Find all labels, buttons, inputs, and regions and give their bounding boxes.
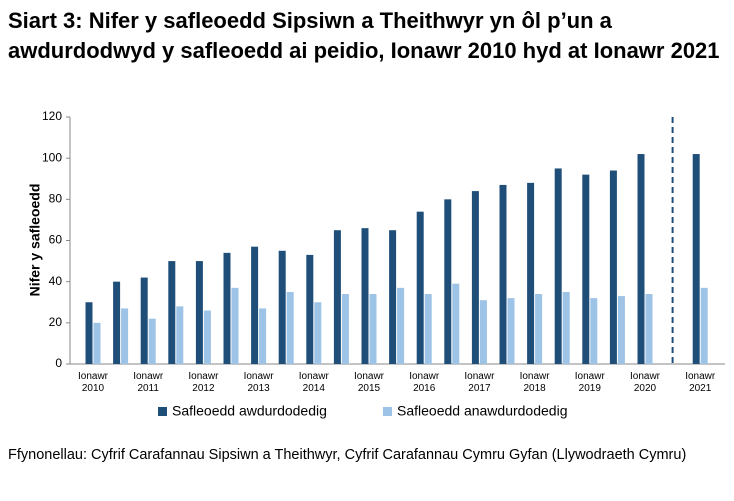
- legend-label: Safleoedd anawdurdodedig: [397, 403, 567, 419]
- y-axis-label: Nifer y safleoedd: [27, 184, 43, 297]
- bar: [424, 294, 432, 364]
- chart: Nifer y safleoedd 0 20 40 60 80 100 120 Ionawr 2…: [27, 109, 725, 419]
- bar: [609, 170, 617, 364]
- bar: [369, 294, 377, 364]
- bar: [499, 184, 507, 364]
- bar: [176, 306, 184, 364]
- y-tick-label: 120: [42, 109, 62, 123]
- bar: [168, 261, 176, 364]
- bar: [507, 298, 515, 364]
- y-tick-label: 100: [42, 150, 62, 164]
- bar: [535, 294, 543, 364]
- x-tick-label: Ionawr 2013: [244, 371, 275, 394]
- bar: [479, 300, 487, 364]
- bar: [361, 228, 369, 364]
- x-tick-label: Ionawr 2014: [299, 371, 330, 394]
- x-tick-label: Ionawr 2015: [354, 371, 385, 394]
- bar: [416, 211, 424, 364]
- bar: [637, 154, 645, 364]
- bar: [203, 310, 211, 364]
- bar: [341, 294, 349, 364]
- y-tick-label: 40: [49, 274, 63, 288]
- y-tick-label: 60: [49, 233, 63, 247]
- bar: [140, 277, 148, 364]
- bar: [562, 291, 570, 364]
- legend-swatch: [383, 407, 392, 416]
- chart-title: Siart 3: Nifer y safleoedd Sipsiwn a The…: [8, 8, 720, 63]
- bar: [397, 287, 405, 364]
- x-tick-label: Ionawr 2018: [520, 371, 551, 394]
- x-tick-label: Ionawr 2011: [133, 371, 164, 394]
- bar: [306, 254, 314, 364]
- bar: [85, 302, 93, 364]
- bar: [121, 308, 129, 364]
- bar: [582, 174, 590, 364]
- bar: [590, 298, 598, 364]
- x-tick-label: Ionawr 2017: [464, 371, 495, 394]
- bar: [223, 252, 231, 364]
- bar: [452, 283, 460, 364]
- bar: [471, 191, 479, 364]
- bar: [645, 294, 653, 364]
- bar: [231, 287, 239, 364]
- x-tick-label: Ionawr 2020: [630, 371, 661, 394]
- bar: [554, 168, 562, 364]
- x-tick-label: Ionawr 2012: [188, 371, 219, 394]
- bar: [314, 302, 322, 364]
- bar: [617, 296, 625, 364]
- y-tick-label: 0: [55, 356, 62, 370]
- bar: [333, 230, 341, 364]
- x-tick-label: Ionawr 2019: [575, 371, 606, 394]
- bar: [113, 281, 121, 364]
- bar: [389, 230, 397, 364]
- legend-label: Safleoedd awdurdodedig: [172, 403, 327, 419]
- x-tick-label: Ionawr 2021: [685, 371, 716, 394]
- bar: [700, 287, 708, 364]
- y-tick-label: 20: [49, 315, 63, 329]
- bar: [527, 182, 535, 364]
- x-tick-label: Ionawr 2016: [409, 371, 440, 394]
- bar: [444, 199, 452, 364]
- bar: [93, 322, 101, 364]
- source-note: Ffynonellau: Cyfrif Carafannau Sipsiwn a…: [8, 447, 687, 463]
- bar: [259, 308, 267, 364]
- bar: [692, 154, 700, 364]
- bar: [148, 318, 156, 364]
- bar: [278, 250, 286, 364]
- legend-swatch: [158, 407, 167, 416]
- bar: [195, 261, 203, 364]
- y-tick-label: 80: [49, 192, 63, 206]
- bar: [251, 246, 259, 364]
- x-tick-label: Ionawr 2010: [78, 371, 109, 394]
- bar: [286, 291, 294, 364]
